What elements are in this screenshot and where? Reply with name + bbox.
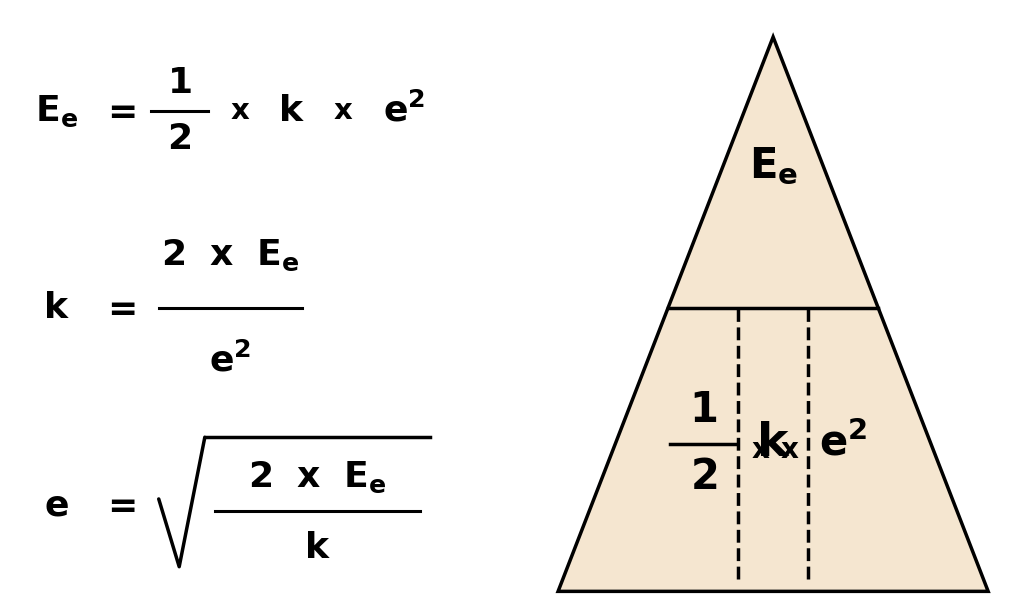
Text: $\mathbf{E_e}$: $\mathbf{E_e}$: [35, 93, 78, 129]
Text: $\mathbf{x}$: $\mathbf{x}$: [779, 436, 799, 464]
Text: $\mathbf{x}$: $\mathbf{x}$: [230, 97, 251, 125]
Text: $\mathbf{k}$: $\mathbf{k}$: [304, 531, 331, 565]
Text: $\mathbf{2}$: $\mathbf{2}$: [167, 121, 191, 156]
Text: $\mathbf{1}$: $\mathbf{1}$: [167, 66, 191, 100]
Text: $\mathbf{E_e}$: $\mathbf{E_e}$: [749, 145, 798, 187]
Text: $\mathbf{x}$: $\mathbf{x}$: [333, 97, 353, 125]
Text: $\mathbf{2\ \ x\ \ E_e}$: $\mathbf{2\ \ x\ \ E_e}$: [161, 238, 300, 274]
Text: $\mathbf{x}$: $\mathbf{x}$: [752, 436, 771, 464]
Text: $\mathbf{k}$: $\mathbf{k}$: [43, 291, 70, 325]
Text: $\mathbf{=}$: $\mathbf{=}$: [100, 94, 135, 128]
Text: $\mathbf{e}$: $\mathbf{e}$: [44, 488, 69, 522]
Text: $\mathbf{2}$: $\mathbf{2}$: [689, 456, 717, 498]
Text: $\mathbf{e^2}$: $\mathbf{e^2}$: [209, 342, 252, 378]
Polygon shape: [558, 37, 988, 591]
Text: $\mathbf{=}$: $\mathbf{=}$: [100, 488, 135, 522]
Text: $\mathbf{k}$: $\mathbf{k}$: [756, 421, 791, 466]
Text: $\mathbf{2\ \ x\ \ E_e}$: $\mathbf{2\ \ x\ \ E_e}$: [248, 460, 387, 495]
Text: $\mathbf{e^2}$: $\mathbf{e^2}$: [819, 423, 867, 464]
Text: $\mathbf{k}$: $\mathbf{k}$: [279, 94, 305, 128]
Text: $\mathbf{e^2}$: $\mathbf{e^2}$: [383, 93, 426, 129]
Text: $\mathbf{1}$: $\mathbf{1}$: [689, 389, 717, 431]
Text: $\mathbf{=}$: $\mathbf{=}$: [100, 291, 135, 325]
